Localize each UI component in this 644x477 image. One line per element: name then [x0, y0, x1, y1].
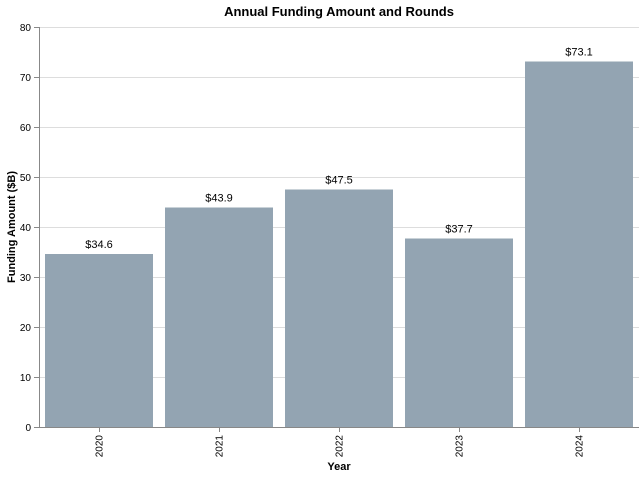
x-axis-title: Year — [327, 461, 351, 473]
data-label-2021: $43.9 — [205, 193, 233, 205]
data-label-2020: $34.6 — [85, 239, 113, 251]
x-tick-label-2021: 2021 — [215, 435, 226, 458]
y-tick-label: 30 — [20, 273, 32, 284]
bar-2023 — [405, 238, 513, 427]
data-label-2024: $73.1 — [565, 47, 593, 59]
data-label-2023: $37.7 — [445, 224, 473, 236]
x-tick-label-2022: 2022 — [335, 435, 346, 458]
y-tick-label: 40 — [20, 223, 32, 234]
y-axis: 0 10 20 30 40 50 60 70 80 — [20, 23, 40, 434]
y-tick-label: 0 — [25, 423, 31, 434]
y-tick-label: 20 — [20, 323, 32, 334]
bar-2020 — [45, 254, 153, 427]
x-tick-label-2024: 2024 — [575, 435, 586, 458]
y-tick-label: 80 — [20, 23, 32, 34]
x-tick-label-2020: 2020 — [95, 435, 106, 458]
x-axis: 2020 2021 2022 2023 2024 — [39, 427, 639, 457]
y-axis-title: Funding Amount ($B) — [6, 171, 18, 283]
data-labels: $34.6 $43.9 $47.5 $37.7 $73.1 — [85, 47, 593, 252]
y-tick-label: 60 — [20, 123, 32, 134]
bar-2024 — [525, 61, 633, 427]
x-tick-label-2023: 2023 — [455, 435, 466, 458]
bar-2022 — [285, 189, 393, 427]
y-tick-label: 10 — [20, 373, 32, 384]
data-label-2022: $47.5 — [325, 175, 353, 187]
bar-2021 — [165, 207, 273, 427]
y-tick-label: 50 — [20, 173, 32, 184]
y-tick-label: 70 — [20, 73, 32, 84]
bars — [45, 61, 633, 427]
chart-title: Annual Funding Amount and Rounds — [224, 4, 454, 19]
